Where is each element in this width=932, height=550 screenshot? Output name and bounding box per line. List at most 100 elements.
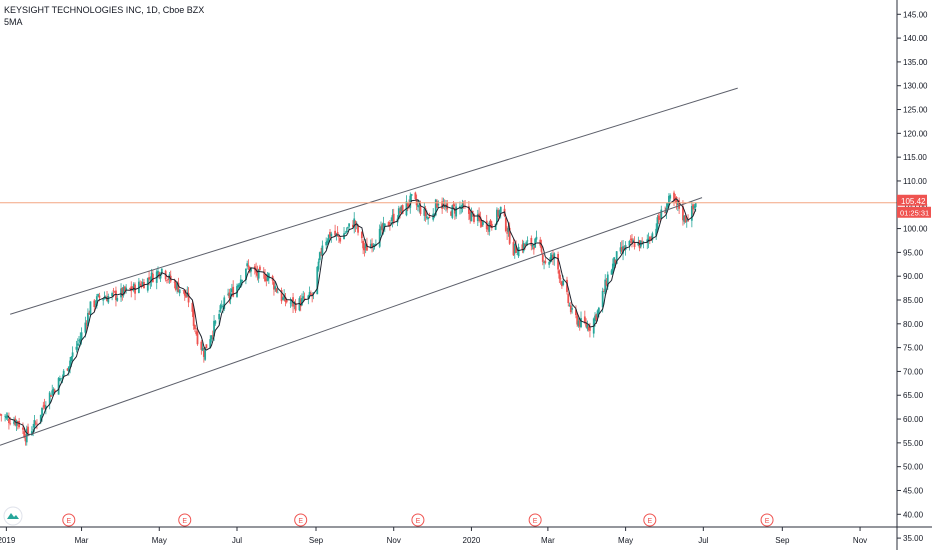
candle-body — [89, 301, 92, 315]
x-tick-label: Jul — [232, 536, 242, 545]
candle-body — [381, 224, 384, 231]
candle — [414, 191, 417, 201]
candle-body — [33, 420, 36, 428]
logo-icon[interactable] — [3, 506, 23, 526]
candle-body — [517, 246, 520, 257]
candle-body — [264, 274, 266, 282]
candle-body — [250, 268, 252, 272]
candle-body — [61, 376, 64, 378]
candle-body — [129, 288, 131, 289]
candle-body — [516, 254, 519, 255]
candle-body — [508, 227, 511, 244]
candle-body — [583, 316, 586, 323]
candle-body — [195, 331, 198, 335]
candle — [499, 206, 502, 219]
candle-body — [88, 312, 91, 315]
candle — [284, 292, 287, 307]
candle-body — [44, 405, 47, 410]
candle-body — [51, 390, 54, 395]
candle-body — [327, 234, 330, 243]
candle-body — [648, 237, 651, 241]
candle-body — [506, 232, 509, 234]
candle-body — [157, 270, 159, 274]
candle — [664, 206, 667, 214]
candle — [683, 214, 686, 225]
candle — [192, 306, 195, 330]
price-tag-box — [897, 194, 927, 206]
candle — [378, 224, 381, 249]
candle-body — [214, 320, 217, 324]
candle-body — [675, 196, 678, 204]
candle — [441, 197, 444, 214]
candle-body — [285, 299, 288, 303]
earnings-marker[interactable]: E — [294, 513, 308, 527]
candle-body — [303, 298, 306, 300]
candle — [669, 193, 672, 202]
candle — [690, 201, 693, 228]
candle — [651, 231, 654, 243]
candle — [488, 220, 491, 236]
candle-body — [111, 293, 114, 297]
earnings-marker[interactable]: E — [178, 513, 192, 527]
candle — [589, 322, 591, 338]
candle — [580, 311, 582, 329]
candle-body — [335, 233, 338, 235]
candle-body — [69, 360, 71, 368]
candle — [53, 388, 56, 395]
candle — [512, 237, 515, 256]
candle-body — [256, 270, 259, 276]
candle-body — [334, 230, 337, 236]
earnings-marker[interactable]: E — [643, 513, 657, 527]
earnings-marker-label: E — [298, 518, 303, 525]
candle-body — [567, 294, 570, 304]
candle — [50, 394, 52, 397]
candle — [656, 215, 659, 233]
candle — [143, 278, 145, 289]
candle-body — [669, 195, 672, 199]
candle-body — [185, 294, 187, 298]
candle — [134, 282, 136, 301]
candle-body — [418, 205, 421, 208]
candle — [125, 284, 128, 294]
candle — [75, 340, 78, 353]
candle-body — [202, 350, 205, 357]
candle-body — [194, 325, 196, 330]
candle — [353, 212, 356, 234]
candle — [202, 345, 205, 363]
countdown-box — [897, 206, 931, 218]
candle — [522, 240, 525, 254]
candle — [146, 277, 149, 293]
candle-body — [201, 347, 204, 351]
candle — [338, 235, 340, 243]
candle — [380, 221, 382, 236]
earnings-marker-label: E — [182, 518, 187, 525]
candle-body — [530, 237, 533, 246]
candle-body — [615, 251, 618, 264]
candle-body — [664, 212, 667, 214]
earnings-marker[interactable]: E — [760, 513, 774, 527]
candle-body — [70, 356, 73, 362]
candle — [42, 401, 45, 410]
earnings-marker[interactable]: E — [411, 513, 425, 527]
candle-body — [441, 201, 444, 209]
candle — [534, 238, 537, 248]
earnings-marker[interactable]: E — [528, 513, 542, 527]
candle — [544, 258, 547, 265]
candle-body — [232, 286, 235, 297]
candle — [43, 398, 46, 410]
candle — [246, 260, 249, 270]
candle-body — [577, 320, 580, 326]
candle — [637, 236, 640, 247]
candle-body — [247, 265, 250, 267]
candle — [88, 310, 91, 315]
candle-body — [76, 343, 79, 346]
y-tick-label: 115.00 — [903, 153, 927, 162]
y-tick-label: 65.00 — [903, 391, 924, 400]
earnings-marker-label: E — [647, 518, 652, 525]
candle-body — [4, 415, 6, 417]
earnings-marker[interactable]: E — [62, 513, 76, 527]
candle — [513, 243, 516, 259]
x-tick-label: Mar — [75, 536, 89, 545]
